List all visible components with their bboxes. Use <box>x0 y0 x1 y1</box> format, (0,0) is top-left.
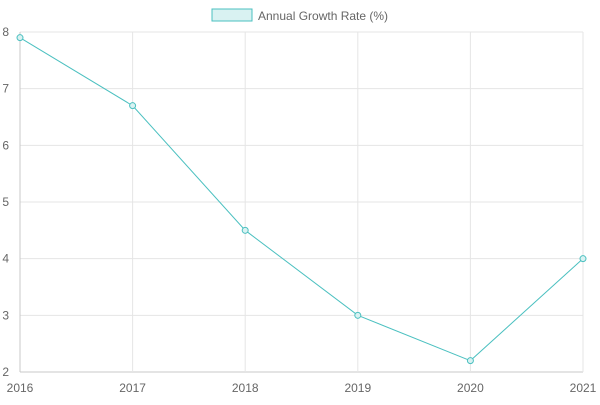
x-tick-label: 2021 <box>570 381 597 395</box>
x-tick-label: 2016 <box>7 381 34 395</box>
series-layer <box>16 34 587 365</box>
y-tick-label: 2 <box>2 365 9 379</box>
grid-layer <box>19 31 584 373</box>
y-tick-label: 7 <box>2 82 9 96</box>
legend-swatch[interactable] <box>211 8 253 22</box>
x-tick-label: 2017 <box>119 381 146 395</box>
data-point[interactable] <box>241 226 249 234</box>
y-tick-label: 5 <box>2 195 9 209</box>
series-line <box>19 37 584 362</box>
data-point[interactable] <box>579 255 587 263</box>
x-tick-label: 2019 <box>344 381 371 395</box>
axis-layer: 2 3 4 5 6 7 8 2016 2017 2018 2019 2020 2021 <box>2 25 596 395</box>
x-tick-label: 2020 <box>457 381 484 395</box>
y-tick-label: 4 <box>2 252 9 266</box>
data-point[interactable] <box>16 34 24 42</box>
y-tick-label: 3 <box>2 308 9 322</box>
x-tick-label: 2018 <box>232 381 259 395</box>
legend[interactable]: Annual Growth Rate (%) <box>211 8 388 23</box>
data-point[interactable] <box>466 357 474 365</box>
data-point[interactable] <box>129 102 137 110</box>
legend-label: Annual Growth Rate (%) <box>258 9 388 23</box>
y-tick-label: 8 <box>2 25 9 39</box>
y-tick-label: 6 <box>2 138 9 152</box>
data-point[interactable] <box>354 311 362 319</box>
